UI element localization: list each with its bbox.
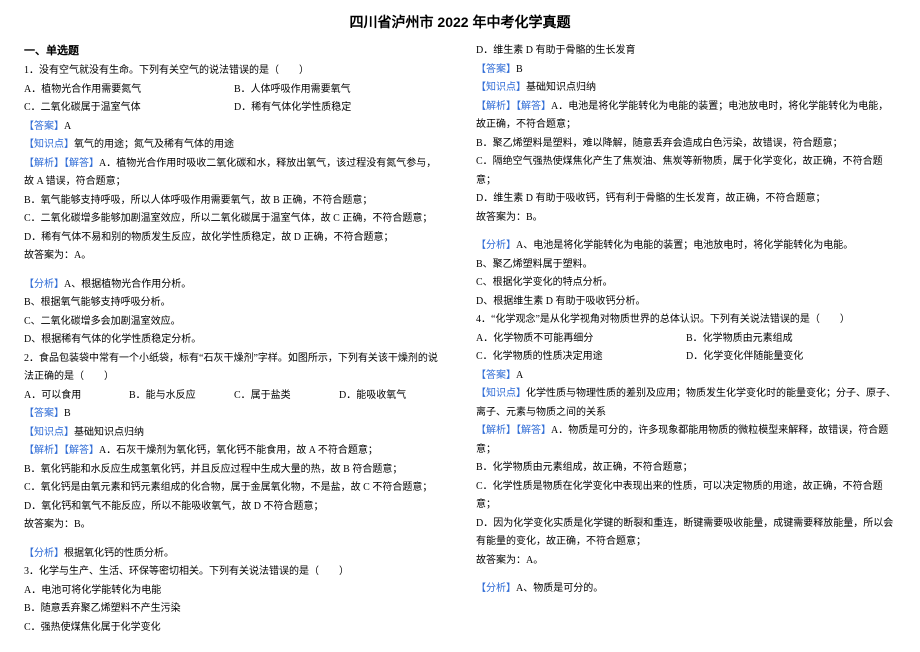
q3-exp-d: D．维生素 D 有助于吸收钙，钙有利于骨骼的生长发育，故正确，不符合题意； bbox=[476, 190, 896, 209]
an-text: A、物质是可分的。 bbox=[516, 583, 603, 594]
q1-exp-c: C．二氧化碳增多能够加剧温室效应，所以二氧化碳属于温室气体，故 C 正确，不符合… bbox=[24, 210, 444, 229]
q3-an-d: D、根据维生素 D 有助于吸收钙分析。 bbox=[476, 293, 896, 312]
q3-an-b: B、聚乙烯塑料属于塑料。 bbox=[476, 256, 896, 275]
exp-text: A．石灰干燥剂为氧化钙，氧化钙不能食用，故 A 不符合题意； bbox=[99, 445, 378, 456]
section-heading: 一、单选题 bbox=[24, 42, 444, 58]
q1-an-b: B、根据氧气能够支持呼吸分析。 bbox=[24, 294, 444, 313]
q4-stem: 4．“化学观念”是从化学视角对物质世界的总体认识。下列有关说法错误的是（ ） bbox=[476, 311, 896, 330]
answer-value: A bbox=[64, 121, 71, 132]
answer-label: 【答案】 bbox=[24, 121, 64, 132]
q3-opt-c: C．强热使煤焦化属于化学变化 bbox=[24, 619, 444, 638]
content-columns: 一、单选题 1．没有空气就没有生命。下列有关空气的说法错误的是（ ） A．植物光… bbox=[24, 42, 896, 652]
q3-stem: 3．化学与生产、生活、环保等密切相关。下列有关说法错误的是（ ） bbox=[24, 563, 444, 582]
answer-value: B bbox=[64, 408, 71, 419]
q2-kp: 【知识点】基础知识点归纳 bbox=[24, 424, 444, 443]
q1-exp-b: B．氧气能够支持呼吸，所以人体呼吸作用需要氧气，故 B 正确，不符合题意； bbox=[24, 192, 444, 211]
q2-exp-c: C．氧化钙是由氧元素和钙元素组成的化合物，属于金属氧化物，不是盐，故 C 不符合… bbox=[24, 479, 444, 498]
q4-exp-c: C．化学性质是物质在化学变化中表现出来的性质，可以决定物质的用途，故正确，不符合… bbox=[476, 478, 896, 515]
answer-label: 【答案】 bbox=[476, 370, 516, 381]
answer-label: 【答案】 bbox=[24, 408, 64, 419]
an-text: A、根据植物光合作用分析。 bbox=[64, 279, 191, 290]
q1-an-a: 【分析】A、根据植物光合作用分析。 bbox=[24, 276, 444, 295]
q2-so: 故答案为：B。 bbox=[24, 516, 444, 535]
q1-kp: 【知识点】氧气的用途；氮气及稀有气体的用途 bbox=[24, 136, 444, 155]
q1-opt-c: C．二氧化碳属于温室气体 bbox=[24, 99, 234, 118]
q4-exp-b: B．化学物质由元素组成，故正确，不符合题意； bbox=[476, 459, 896, 478]
an-label: 【分析】 bbox=[24, 548, 64, 559]
q1-exp-d: D．稀有气体不易和别的物质发生反应，故化学性质稳定，故 D 正确，不符合题意； bbox=[24, 229, 444, 248]
q4-answer: 【答案】A bbox=[476, 367, 896, 386]
q2-answer: 【答案】B bbox=[24, 405, 444, 424]
kp-value: 基础知识点归纳 bbox=[74, 427, 144, 438]
q4-opt-d: D．化学变化伴随能量变化 bbox=[686, 348, 896, 367]
q3-opt-d: D．维生素 D 有助于骨骼的生长发育 bbox=[476, 42, 896, 61]
q4-so: 故答案为：A。 bbox=[476, 552, 896, 571]
kp-label: 【知识点】 bbox=[476, 82, 526, 93]
q2-options: A．可以食用 B．能与水反应 C．属于盐类 D．能吸收氧气 bbox=[24, 387, 444, 406]
q2-exp-a: 【解析】【解答】A．石灰干燥剂为氧化钙，氧化钙不能食用，故 A 不符合题意； bbox=[24, 442, 444, 461]
an-text: 根据氧化钙的性质分析。 bbox=[64, 548, 174, 559]
q3-answer: 【答案】B bbox=[476, 61, 896, 80]
kp-value: 氧气的用途；氮气及稀有气体的用途 bbox=[74, 139, 234, 150]
q1-opt-a: A．植物光合作用需要氮气 bbox=[24, 81, 234, 100]
q2-opt-a: A．可以食用 bbox=[24, 387, 129, 406]
exp-label: 【解析】【解答】 bbox=[24, 445, 99, 456]
q3-exp-b: B．聚乙烯塑料是塑料，难以降解，随意丢弃会造成白色污染，故错误，符合题意； bbox=[476, 135, 896, 154]
q1-opt-d: D．稀有气体化学性质稳定 bbox=[234, 99, 444, 118]
q2-stem: 2．食品包装袋中常有一个小纸袋，标有“石灰干燥剂”字样。如图所示，下列有关该干燥… bbox=[24, 350, 444, 387]
q2-an: 【分析】根据氧化钙的性质分析。 bbox=[24, 545, 444, 564]
q3-an-c: C、根据化学变化的特点分析。 bbox=[476, 274, 896, 293]
q4-exp-d: D．因为化学变化实质是化学键的断裂和重连，断键需要吸收能量，成键需要释放能量，所… bbox=[476, 515, 896, 552]
q2-exp-b: B．氧化钙能和水反应生成氢氧化钙，并且反应过程中生成大量的热，故 B 符合题意； bbox=[24, 461, 444, 480]
q4-opt-c: C．化学物质的性质决定用途 bbox=[476, 348, 686, 367]
an-label: 【分析】 bbox=[24, 279, 64, 290]
page-title: 四川省泸州市 2022 年中考化学真题 bbox=[24, 12, 896, 32]
q4-kp: 【知识点】化学性质与物理性质的差别及应用；物质发生化学变化时的能量变化；分子、原… bbox=[476, 385, 896, 422]
an-label: 【分析】 bbox=[476, 240, 516, 251]
q2-opt-b: B．能与水反应 bbox=[129, 387, 234, 406]
kp-label: 【知识点】 bbox=[476, 388, 526, 399]
kp-label: 【知识点】 bbox=[24, 139, 74, 150]
exp-label: 【解析】【解答】 bbox=[24, 158, 99, 169]
q1-opt-b: B．人体呼吸作用需要氧气 bbox=[234, 81, 444, 100]
q1-options-row1: A．植物光合作用需要氮气 B．人体呼吸作用需要氧气 bbox=[24, 81, 444, 100]
q3-exp-a: 【解析】【解答】A．电池是将化学能转化为电能的装置；电池放电时，将化学能转化为电… bbox=[476, 98, 896, 135]
q2-opt-d: D．能吸收氧气 bbox=[339, 387, 444, 406]
q1-options-row2: C．二氧化碳属于温室气体 D．稀有气体化学性质稳定 bbox=[24, 99, 444, 118]
an-text: A、电池是将化学能转化为电能的装置；电池放电时，将化学能转化为电能。 bbox=[516, 240, 853, 251]
q1-answer: 【答案】A bbox=[24, 118, 444, 137]
answer-label: 【答案】 bbox=[476, 64, 516, 75]
q1-an-d: D、根据稀有气体的化学性质稳定分析。 bbox=[24, 331, 444, 350]
kp-value: 化学性质与物理性质的差别及应用；物质发生化学变化时的能量变化；分子、原子、离子、… bbox=[476, 388, 896, 418]
q3-exp-c: C．隔绝空气强热使煤焦化产生了焦炭油、焦炭等新物质，属于化学变化，故正确，不符合… bbox=[476, 153, 896, 190]
exp-label: 【解析】【解答】 bbox=[476, 101, 551, 112]
exp-label: 【解析】【解答】 bbox=[476, 425, 551, 436]
q3-an-a: 【分析】A、电池是将化学能转化为电能的装置；电池放电时，将化学能转化为电能。 bbox=[476, 237, 896, 256]
kp-label: 【知识点】 bbox=[24, 427, 74, 438]
q1-exp: 【解析】【解答】A．植物光合作用时吸收二氧化碳和水，释放出氧气，该过程没有氮气参… bbox=[24, 155, 444, 192]
kp-value: 基础知识点归纳 bbox=[526, 82, 596, 93]
q3-opt-a: A．电池可将化学能转化为电能 bbox=[24, 582, 444, 601]
an-label: 【分析】 bbox=[476, 583, 516, 594]
q4-exp-a: 【解析】【解答】A．物质是可分的，许多现象都能用物质的微粒模型来解释，故错误，符… bbox=[476, 422, 896, 459]
q4-an-a: 【分析】A、物质是可分的。 bbox=[476, 580, 896, 599]
q4-opt-a: A．化学物质不可能再细分 bbox=[476, 330, 686, 349]
q1-so: 故答案为：A。 bbox=[24, 247, 444, 266]
answer-value: B bbox=[516, 64, 523, 75]
q1-stem: 1．没有空气就没有生命。下列有关空气的说法错误的是（ ） bbox=[24, 62, 444, 81]
q3-so: 故答案为：B。 bbox=[476, 209, 896, 228]
q2-exp-d: D．氧化钙和氧气不能反应，所以不能吸收氧气，故 D 不符合题意； bbox=[24, 498, 444, 517]
q1-an-c: C、二氧化碳增多会加剧温室效应。 bbox=[24, 313, 444, 332]
q4-options-row2: C．化学物质的性质决定用途 D．化学变化伴随能量变化 bbox=[476, 348, 896, 367]
answer-value: A bbox=[516, 370, 523, 381]
q3-opt-b: B．随意丢弃聚乙烯塑料不产生污染 bbox=[24, 600, 444, 619]
q4-options-row1: A．化学物质不可能再细分 B．化学物质由元素组成 bbox=[476, 330, 896, 349]
q3-kp: 【知识点】基础知识点归纳 bbox=[476, 79, 896, 98]
q2-opt-c: C．属于盐类 bbox=[234, 387, 339, 406]
q4-opt-b: B．化学物质由元素组成 bbox=[686, 330, 896, 349]
